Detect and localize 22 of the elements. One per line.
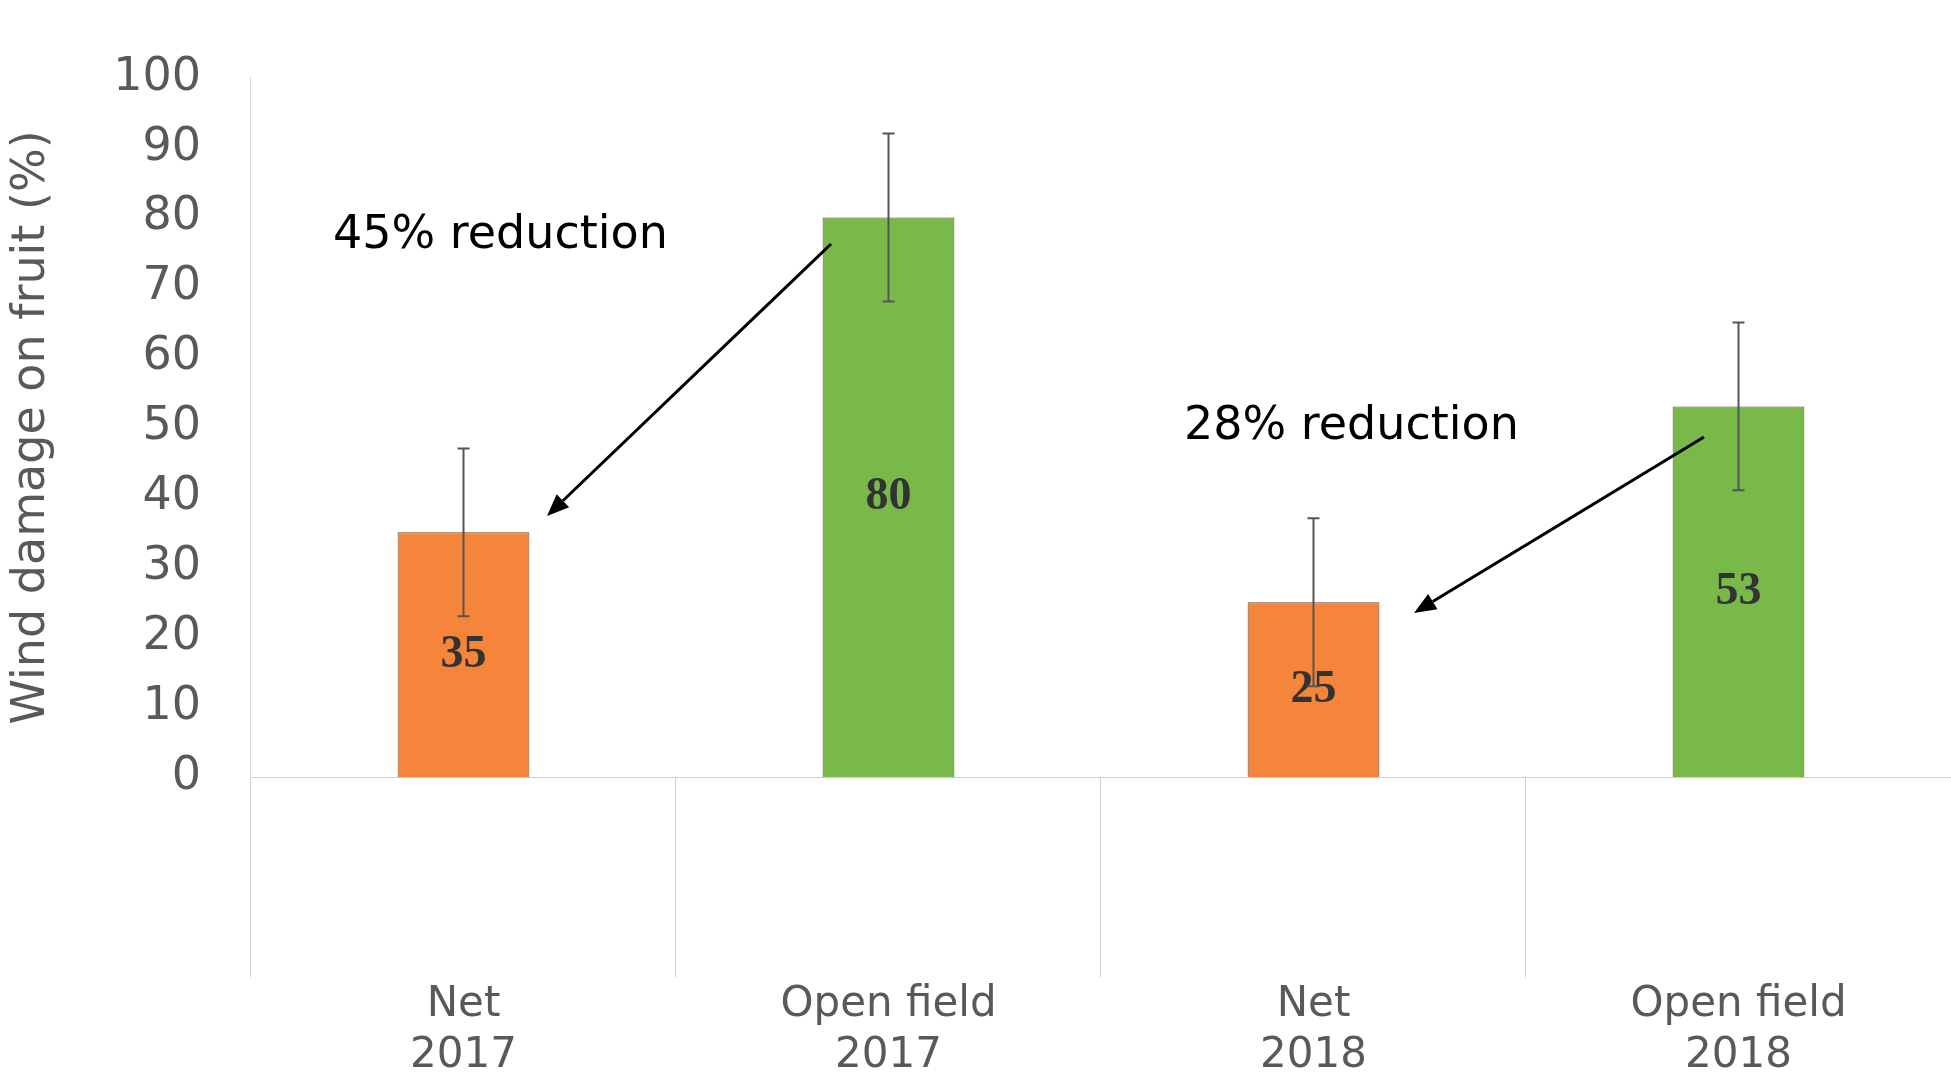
y-tick-label: 30 [142, 536, 201, 591]
data-label: 80 [865, 468, 912, 520]
y-tick-label: 90 [142, 116, 201, 171]
x-tick-label: Net 2017 [410, 977, 517, 1077]
y-axis-title: Wind damage on fruit (%) [0, 130, 55, 725]
y-tick-label: 100 [113, 46, 201, 101]
y-tick-label: 80 [142, 186, 201, 241]
annotation: 45% reduction [333, 204, 668, 259]
data-label: 35 [440, 625, 487, 677]
y-tick-label: 20 [142, 606, 201, 661]
x-tick-label: Open field 2017 [780, 977, 997, 1077]
y-tick-label: 60 [142, 326, 201, 381]
data-label: 25 [1290, 660, 1337, 712]
data-label: 53 [1715, 562, 1762, 614]
y-tick-label: 50 [142, 396, 201, 451]
y-tick-label: 40 [142, 466, 201, 521]
x-tick-label: Open field 2018 [1630, 977, 1847, 1077]
annotation: 28% reduction [1184, 395, 1519, 450]
y-tick-label: 70 [142, 256, 201, 311]
x-tick-label: Net 2018 [1260, 977, 1367, 1077]
y-tick-label: 10 [142, 676, 201, 731]
y-tick-label: 0 [171, 746, 201, 801]
